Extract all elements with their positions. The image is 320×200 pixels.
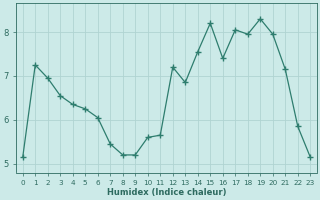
- X-axis label: Humidex (Indice chaleur): Humidex (Indice chaleur): [107, 188, 226, 197]
